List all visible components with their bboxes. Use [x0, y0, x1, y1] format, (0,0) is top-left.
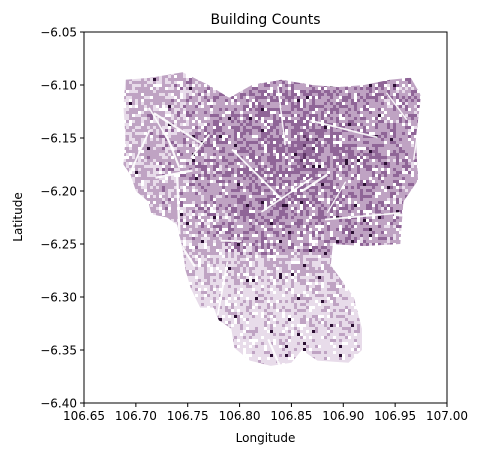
x-tick-label: 107.00	[426, 409, 468, 423]
chart-title: Building Counts	[210, 12, 320, 28]
x-tick-label: 106.90	[322, 409, 364, 423]
x-tick-label: 106.70	[115, 409, 157, 423]
y-tick-label: −6.30	[40, 291, 77, 305]
y-tick-label: −6.25	[40, 238, 77, 252]
x-tick-label: 106.65	[63, 409, 105, 423]
y-tick-label: −6.40	[40, 397, 77, 411]
y-tick-label: −6.10	[40, 79, 77, 93]
y-tick-label: −6.35	[40, 344, 77, 358]
x-tick-label: 106.95	[374, 409, 416, 423]
x-tick-label: 106.85	[270, 409, 312, 423]
y-axis-label: Latitude	[11, 192, 25, 241]
x-tick-label: 106.80	[219, 409, 261, 423]
y-axis: −6.05 −6.10 −6.15 −6.20 −6.25 −6.30 −6.35 −6.40	[40, 26, 84, 411]
y-tick-label: −6.15	[40, 132, 77, 146]
y-tick-label: −6.05	[40, 26, 77, 40]
y-tick-label: −6.20	[40, 185, 77, 199]
plot-frame	[83, 31, 448, 404]
x-tick-label: 106.75	[167, 409, 209, 423]
x-axis: 106.65 106.70 106.75 106.80 106.85 106.90 106.…	[63, 403, 468, 423]
x-axis-label: Longitude	[236, 431, 296, 445]
